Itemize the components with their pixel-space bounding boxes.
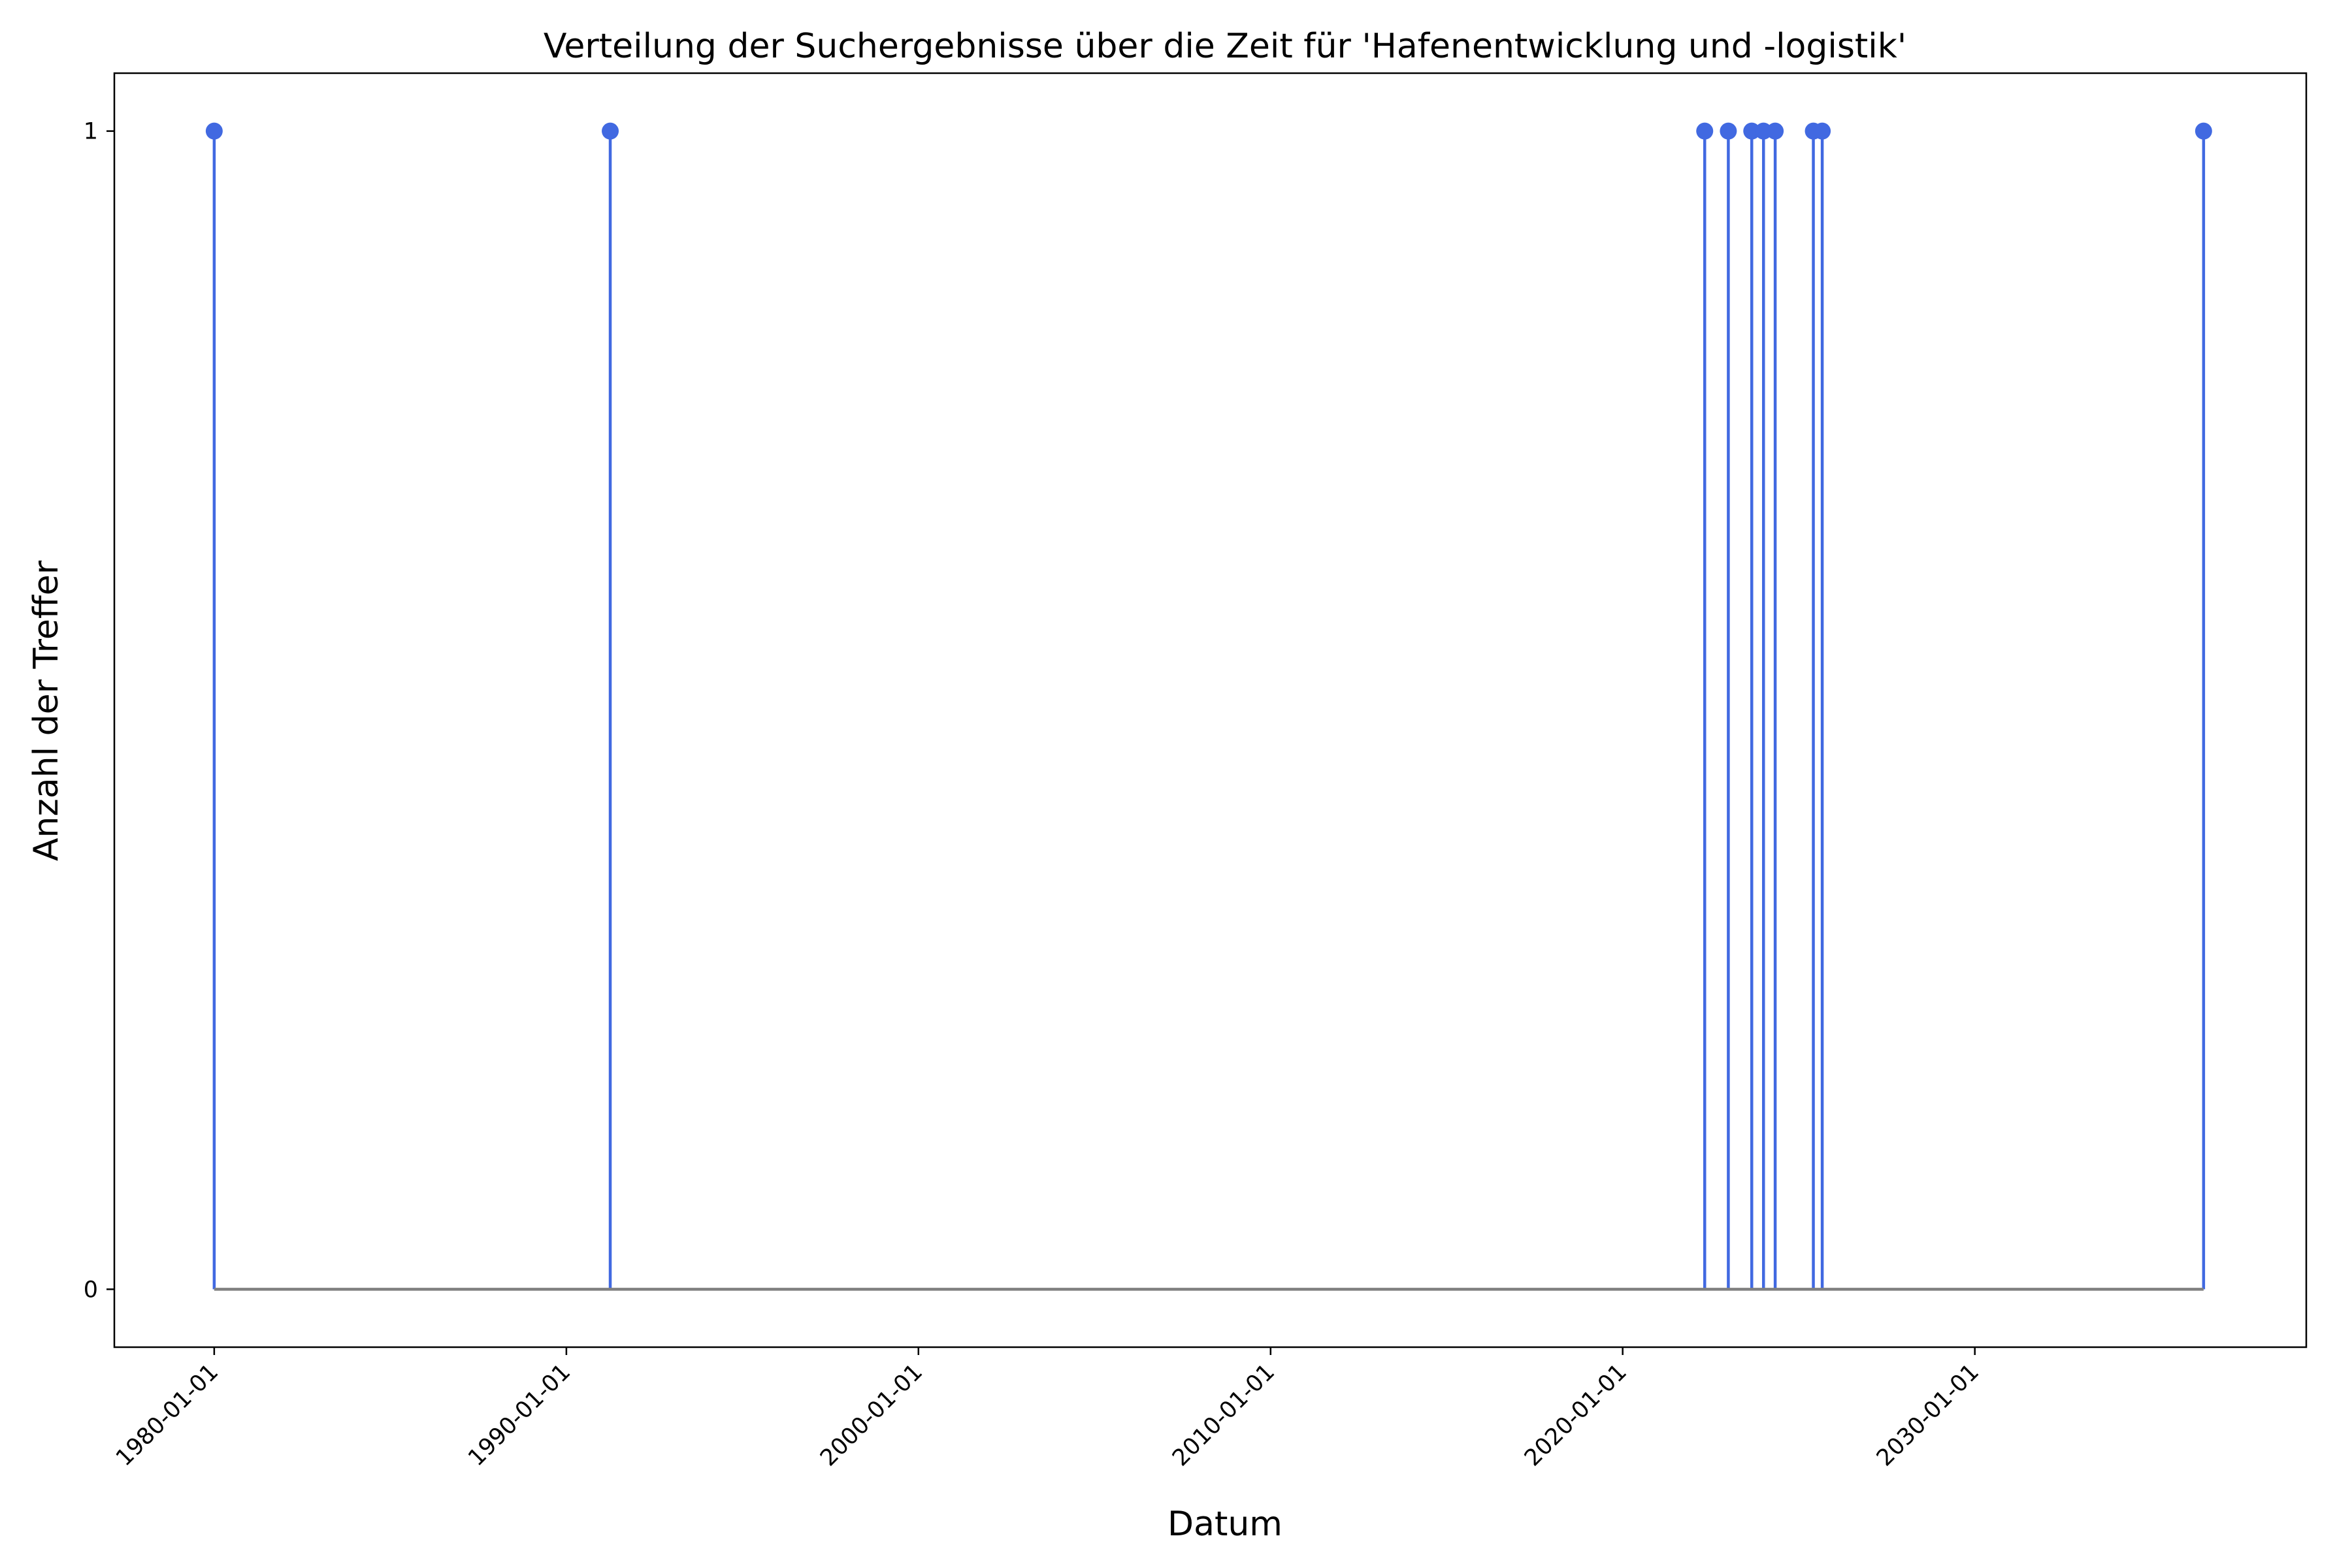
axes-frame	[113, 72, 2308, 1348]
stem-marker	[205, 122, 223, 140]
stem-marker	[602, 122, 619, 140]
stem-marker	[1814, 122, 1831, 140]
chart-title: Verteilung der Suchergebnisse über die Z…	[544, 27, 1906, 66]
stem-marker	[1696, 122, 1714, 140]
y-axis-label: Anzahl der Treffer	[27, 560, 66, 861]
stem-marker	[1755, 122, 1772, 140]
y-tick-label: 1	[84, 119, 98, 145]
x-axis-label: Datum	[1168, 1505, 1282, 1544]
stem-marker	[1743, 122, 1761, 140]
stem-marker	[2195, 122, 2212, 140]
y-tick-label: 0	[84, 1277, 98, 1303]
stem-marker	[1720, 122, 1737, 140]
stem-marker	[1767, 122, 1784, 140]
